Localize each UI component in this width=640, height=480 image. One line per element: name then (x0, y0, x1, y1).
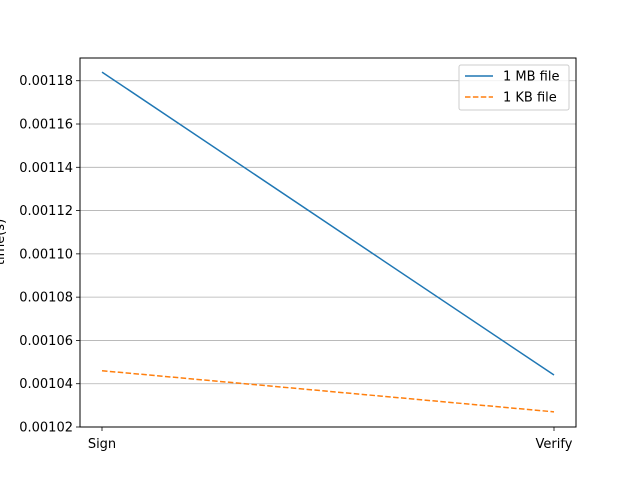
legend: 1 MB file 1 KB file (458, 64, 570, 111)
y-tick-label: 0.00114 (19, 161, 73, 176)
y-axis-label: time(s) (0, 219, 8, 265)
x-axis: Sign Verify (88, 427, 573, 452)
y-tick-label: 0.00102 (19, 421, 73, 436)
y-tick-label: 0.00118 (19, 74, 73, 89)
y-tick-label: 0.00116 (19, 118, 73, 133)
y-tick-label: 0.00104 (19, 377, 73, 392)
y-tick-label: 0.00112 (19, 204, 73, 219)
x-tick-label: Verify (536, 437, 573, 452)
legend-label-1kb: 1 KB file (503, 91, 557, 106)
legend-label-1mb: 1 MB file (503, 70, 559, 85)
grid-lines (80, 80, 576, 428)
plot-area-frame (79, 57, 577, 428)
y-axis: 0.00102 0.00104 0.00106 0.00108 0.00110 0.001… (19, 74, 80, 436)
series-line-1kb (101, 369, 555, 413)
y-tick-label: 0.00110 (19, 247, 73, 262)
y-tick-label: 0.00106 (19, 334, 73, 349)
series-line-1mb (101, 71, 555, 376)
x-tick-label: Sign (88, 437, 116, 452)
series-lines (101, 71, 555, 413)
y-tick-label: 0.00108 (19, 291, 73, 306)
